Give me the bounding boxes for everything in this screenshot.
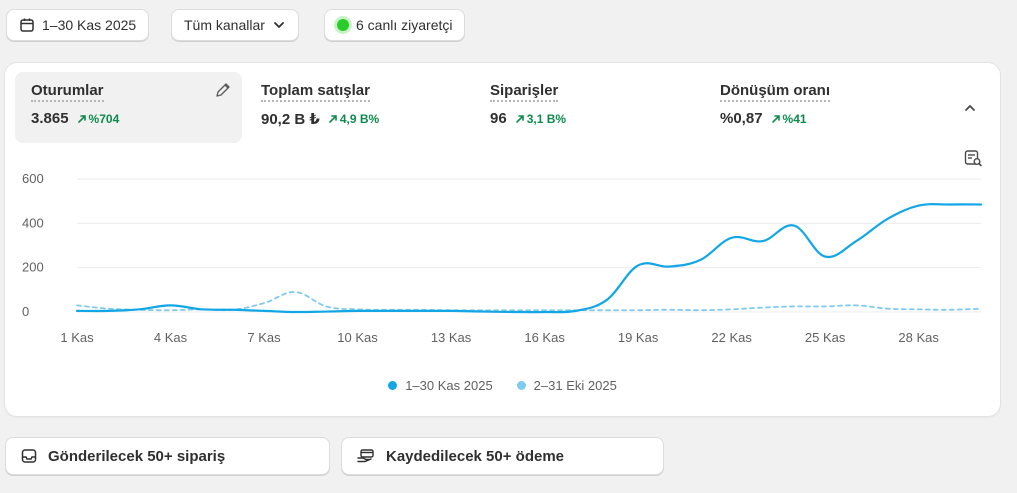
chart-legend: 1–30 Kas 2025 2–31 Eki 2025 [5, 378, 1000, 393]
payments-to-capture-button[interactable]: Kaydedilecek 50+ ödeme [341, 437, 664, 475]
metric-total-sales[interactable]: Toplam satışlar 90,2 B ₺ 4,9 B% [245, 72, 472, 143]
metric-label: Dönüşüm oranı [720, 82, 831, 102]
orders-to-fulfill-label: Gönderilecek 50+ sipariş [48, 447, 226, 465]
arrow-up-right-icon [329, 115, 337, 123]
x-tick-label: 16 Kas [524, 330, 565, 345]
legend-label-current: 1–30 Kas 2025 [405, 378, 493, 393]
metric-change-value: %704 [88, 111, 120, 126]
x-tick-label: 7 Kas [247, 330, 281, 345]
legend-item-current[interactable]: 1–30 Kas 2025 [388, 378, 493, 393]
live-visitors-button[interactable]: 6 canlı ziyaretçi [324, 9, 466, 41]
metric-change: 3,1 B% [515, 112, 566, 126]
y-axis-ticks: 0 200 400 600 [22, 171, 44, 319]
chart-explore-icon[interactable] [963, 148, 983, 168]
legend-dot-current [388, 381, 398, 390]
metric-change: %704 [77, 111, 120, 126]
chart-grid [77, 178, 981, 313]
analytics-card: Oturumlar 3.865 %704 Toplam satışlar 90,… [5, 63, 1000, 416]
x-tick-label: 25 Kas [805, 330, 846, 345]
arrow-up-right-icon [515, 114, 524, 123]
metric-change-value: 3,1 B% [526, 111, 567, 126]
arrow-up-right-icon [77, 114, 86, 123]
metric-value: 96 [490, 110, 507, 127]
metric-value: 3.865 [31, 110, 69, 127]
y-tick-label: 600 [22, 171, 44, 186]
legend-label-previous: 2–31 Eki 2025 [533, 378, 617, 393]
series-line-current [75, 203, 983, 314]
series-line-previous [76, 291, 982, 312]
metric-change: %41 [771, 112, 807, 126]
metric-value: %0,87 [720, 110, 763, 127]
metric-change: 4,9 B% [328, 112, 379, 126]
y-tick-label: 0 [22, 304, 29, 319]
channels-dropdown[interactable]: Tüm kanallar [171, 9, 299, 41]
x-tick-label: 22 Kas [711, 330, 752, 345]
chevron-down-icon [274, 22, 284, 28]
metric-orders[interactable]: Siparişler 96 3,1 B% [474, 72, 701, 143]
inbox-icon [21, 449, 37, 463]
edit-pencil-icon[interactable] [214, 81, 232, 99]
live-status-dot [337, 19, 349, 31]
sessions-line-chart: 0 200 400 600 1 Kas 4 Kas 7 Kas 10 Kas 13 Kas 16… [22, 171, 983, 345]
metric-sessions[interactable]: Oturumlar 3.865 %704 [15, 72, 242, 143]
x-tick-label: 1 Kas [60, 330, 94, 345]
x-tick-label: 4 Kas [154, 330, 188, 345]
metric-conversion-rate[interactable]: Dönüşüm oranı %0,87 %41 [704, 72, 931, 143]
legend-dot-previous [516, 381, 526, 390]
x-tick-label: 28 Kas [898, 330, 939, 345]
metric-label: Siparişler [490, 82, 559, 102]
metric-change-value: 4,9 B% [339, 112, 380, 126]
x-axis-ticks: 1 Kas 4 Kas 7 Kas 10 Kas 13 Kas 16 Kas 19 Kas 2… [60, 330, 939, 345]
arrow-up-right-icon [771, 114, 780, 123]
y-tick-label: 400 [22, 215, 44, 230]
metric-label: Oturumlar [31, 82, 104, 102]
x-tick-label: 10 Kas [337, 330, 378, 345]
calendar-icon [20, 18, 34, 32]
channels-label: Tüm kanallar [184, 17, 265, 33]
live-visitors-label: 6 canlı ziyaretçi [356, 17, 453, 33]
y-tick-label: 200 [22, 260, 44, 275]
legend-item-previous[interactable]: 2–31 Eki 2025 [516, 378, 617, 393]
chevron-up-icon[interactable] [962, 100, 978, 116]
payments-to-capture-label: Kaydedilecek 50+ ödeme [386, 447, 565, 465]
x-tick-label: 19 Kas [618, 330, 659, 345]
date-range-label: 1–30 Kas 2025 [42, 17, 137, 33]
metric-change-value: %41 [782, 111, 807, 126]
date-range-button[interactable]: 1–30 Kas 2025 [6, 9, 150, 41]
payment-hand-icon [357, 449, 374, 463]
chart-series [75, 203, 983, 314]
orders-to-fulfill-button[interactable]: Gönderilecek 50+ sipariş [5, 437, 330, 475]
x-tick-label: 13 Kas [431, 330, 472, 345]
metric-value: 90,2 B ₺ [261, 111, 320, 128]
metric-label: Toplam satışlar [261, 82, 370, 102]
